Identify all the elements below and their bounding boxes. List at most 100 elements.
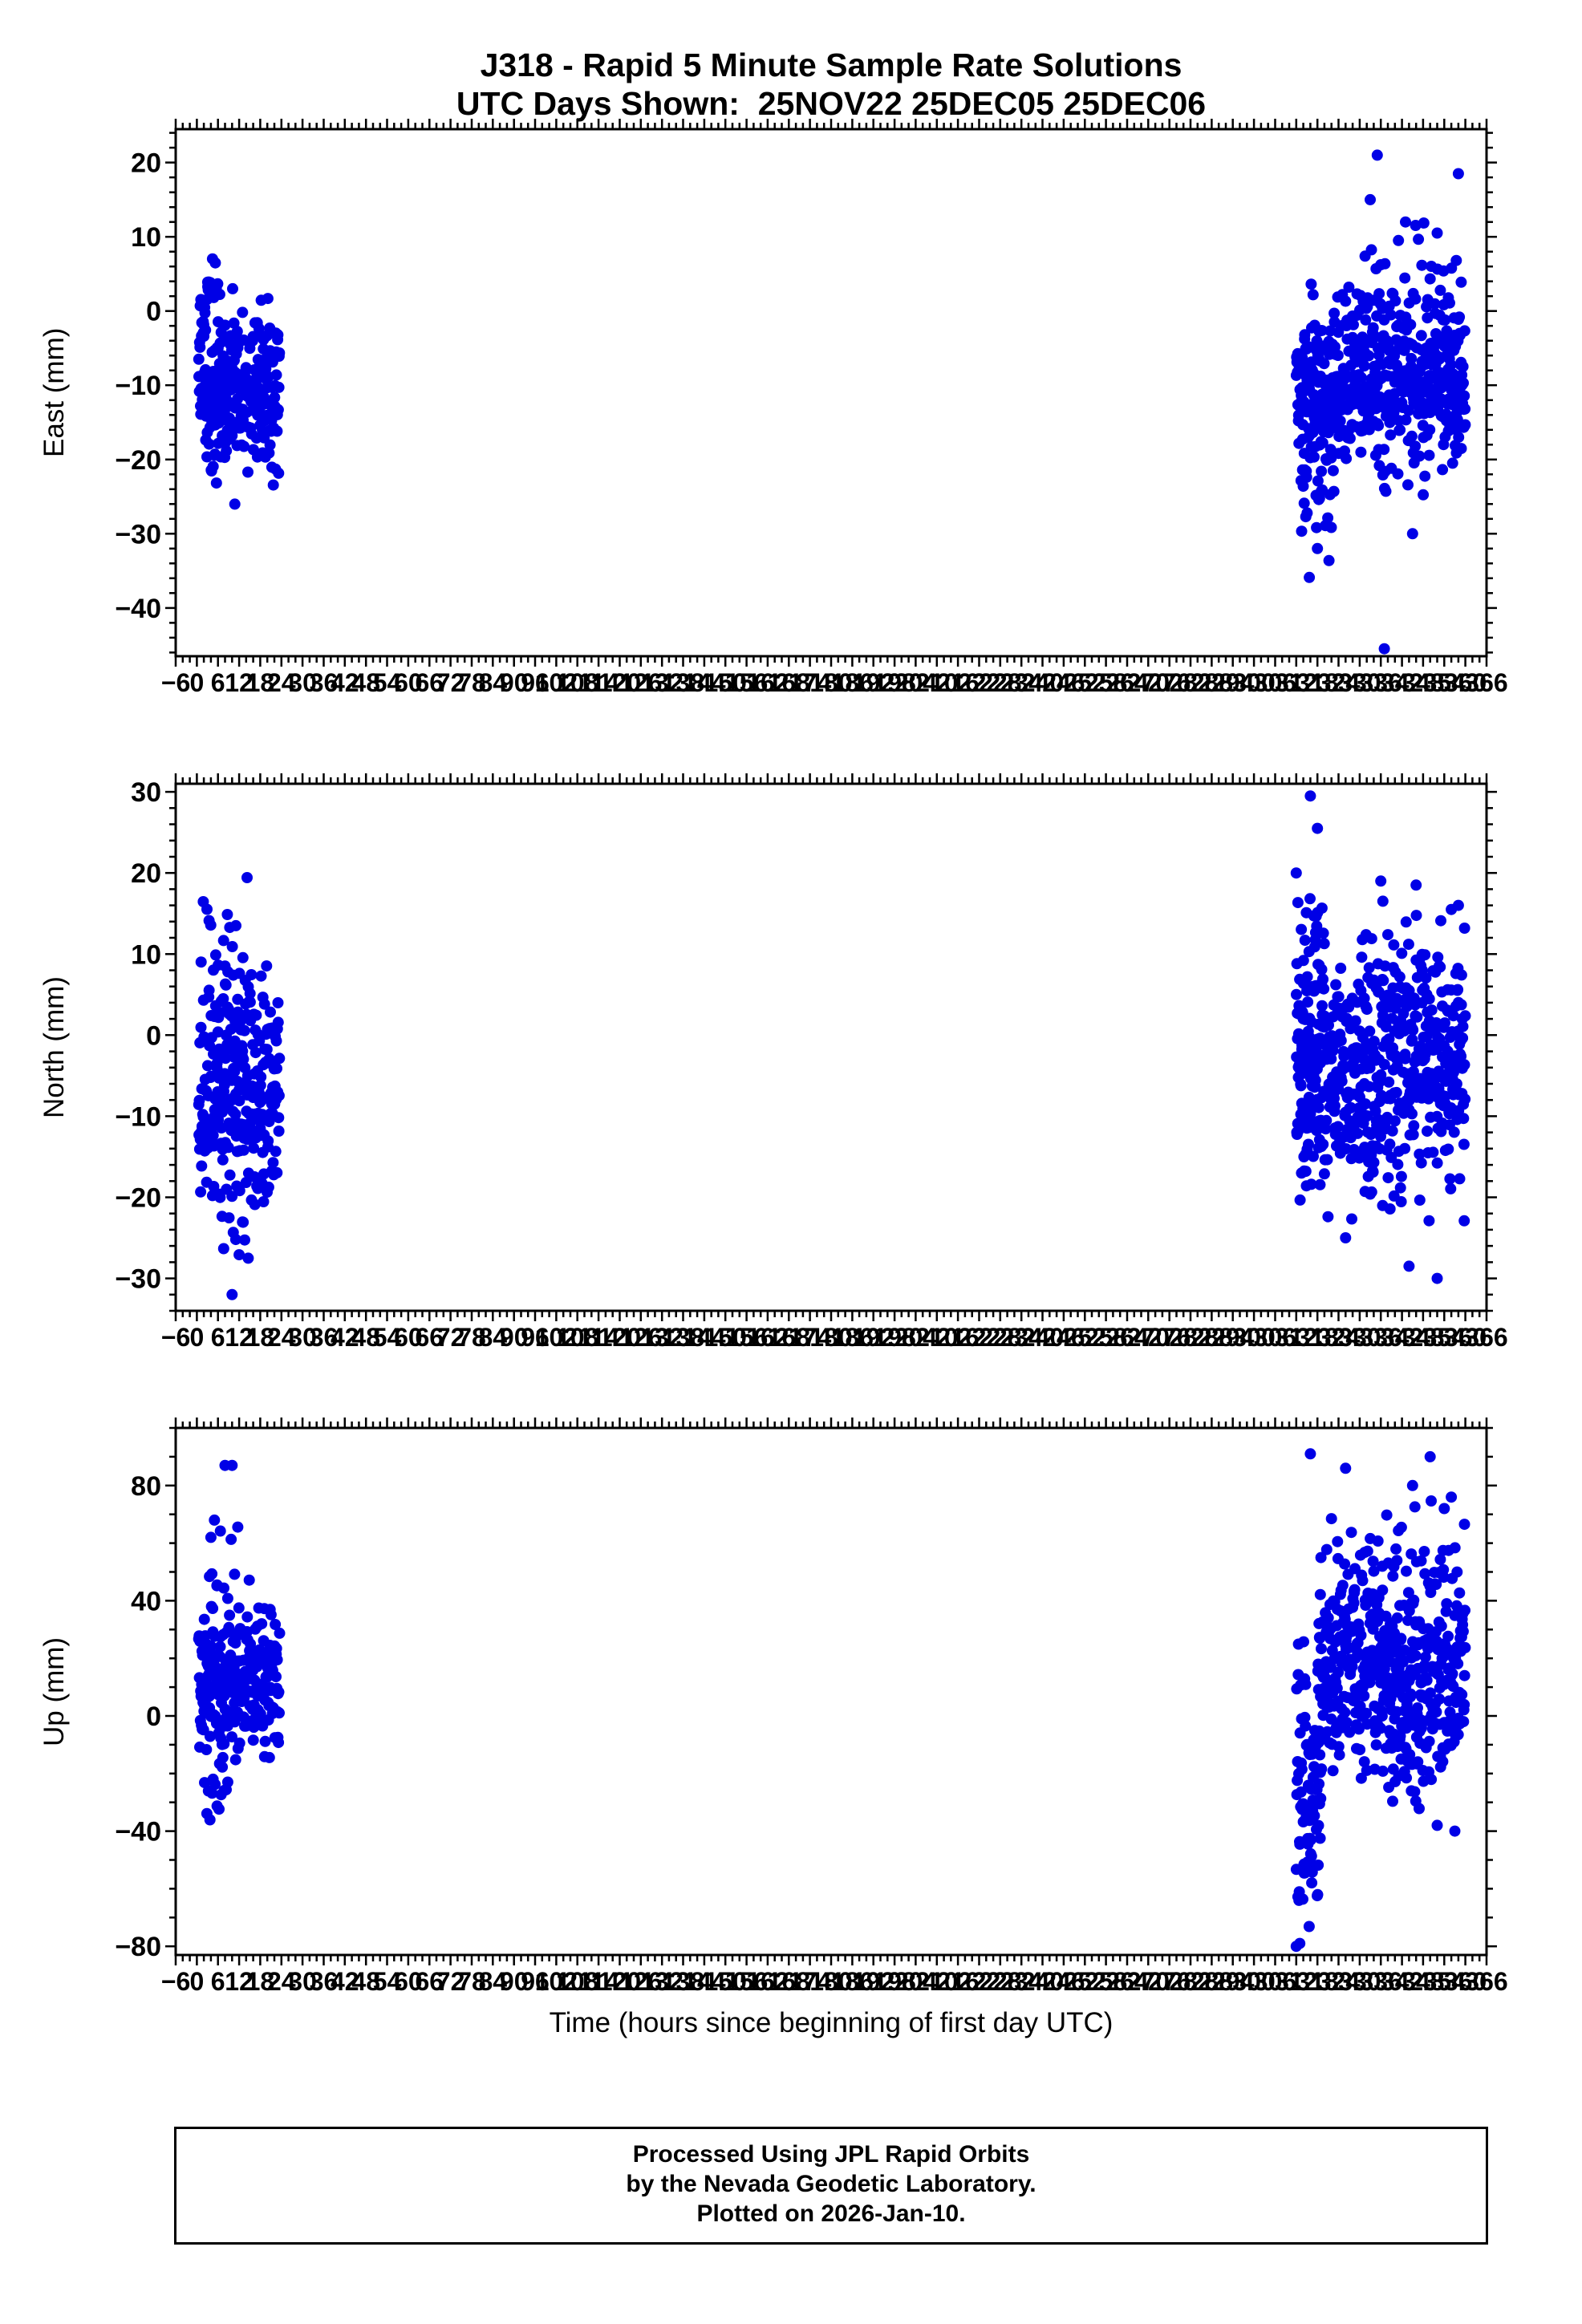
data-point (1377, 1765, 1389, 1777)
data-point (1297, 1893, 1308, 1905)
x-tick-label: 150 (704, 668, 747, 697)
data-point (1298, 497, 1310, 509)
data-point (1429, 298, 1441, 310)
data-point (1333, 1666, 1345, 1678)
data-point (1363, 962, 1375, 974)
x-tick-label: 306 (1254, 668, 1296, 697)
data-point (1346, 1661, 1358, 1673)
x-tick-label: 84 (479, 1323, 508, 1352)
data-point (196, 1160, 208, 1172)
data-point (274, 347, 286, 359)
data-point (1408, 1594, 1420, 1606)
data-point (262, 1135, 274, 1147)
data-point (1332, 1535, 1344, 1547)
x-tick-label: 336 (1360, 1967, 1402, 1996)
x-tick-label: 294 (1211, 1967, 1255, 1996)
x-tick-label: 54 (373, 668, 402, 697)
data-point (273, 381, 285, 393)
data-point (249, 1199, 261, 1211)
data-point (217, 1243, 229, 1255)
data-point (1297, 955, 1309, 967)
data-point (1294, 400, 1306, 412)
x-tick-label: 114 (578, 1967, 619, 1996)
x-tick-label: 90 (500, 668, 529, 697)
data-point (241, 1611, 254, 1623)
data-point (1308, 1150, 1319, 1162)
data-point (1424, 1687, 1436, 1699)
data-point (1333, 1749, 1345, 1761)
x-tick-label: 174 (789, 668, 832, 697)
data-point (1297, 481, 1309, 493)
x-tick-label: 252 (1064, 1967, 1106, 1996)
data-point (271, 1654, 283, 1665)
data-point (1456, 1689, 1468, 1701)
data-point (1301, 507, 1313, 519)
x-tick-label: 0 (190, 668, 205, 697)
x-tick-label: 276 (1148, 668, 1191, 697)
data-point-outlier (1446, 1491, 1458, 1503)
data-point (1381, 1509, 1393, 1521)
data-point (267, 1157, 279, 1169)
data-point (1451, 1566, 1463, 1578)
data-point (1396, 947, 1408, 959)
x-tick-label: 366 (1465, 1323, 1507, 1352)
data-point (1380, 485, 1392, 497)
data-point (1391, 1612, 1403, 1624)
data-point (220, 1052, 232, 1065)
x-tick-label: 6 (211, 1323, 225, 1352)
x-tick-label: 282 (1169, 1967, 1211, 1996)
data-point (1340, 1143, 1352, 1154)
data-point (1341, 1717, 1353, 1729)
data-point-outlier (1410, 879, 1422, 891)
data-point (226, 941, 238, 952)
data-point (201, 1744, 213, 1755)
x-tick-label: 210 (915, 668, 958, 697)
data-point-outlier (1312, 822, 1324, 834)
data-point (218, 1738, 230, 1750)
data-point (1458, 1669, 1470, 1681)
data-point (1316, 437, 1328, 448)
data-point (1315, 1057, 1326, 1069)
x-tick-label: 354 (1423, 1323, 1466, 1352)
data-point (1415, 1157, 1427, 1169)
data-point (1314, 1749, 1326, 1761)
data-point (1302, 996, 1314, 1008)
data-point (1388, 939, 1400, 951)
x-tick-label: 156 (725, 668, 768, 697)
x-tick-label: 54 (373, 1967, 402, 1996)
data-point (271, 425, 283, 437)
data-point (1452, 963, 1464, 975)
x-tick-label: 162 (746, 668, 789, 697)
data-point-outlier (1424, 1450, 1436, 1462)
x-tick-label: 210 (915, 1323, 958, 1352)
data-point-outlier (1406, 1479, 1418, 1491)
data-point (1410, 1649, 1422, 1661)
data-point (1358, 1690, 1370, 1701)
x-tick-label: 144 (683, 1967, 726, 1996)
data-point (1418, 217, 1430, 229)
data-point (1452, 335, 1464, 347)
data-point (205, 919, 217, 931)
data-point (1402, 939, 1414, 951)
y-ticks (165, 790, 1497, 1312)
x-tick-label: 222 (958, 1967, 1000, 1996)
x-tick-label: 300 (1232, 1323, 1275, 1352)
x-tick-label: 18 (246, 1967, 275, 1996)
data-point (272, 404, 284, 416)
data-point (1442, 1630, 1454, 1642)
y-tick-label: 0 (146, 297, 161, 327)
data-point (211, 1057, 223, 1069)
data-point (195, 956, 207, 968)
data-point (262, 293, 274, 305)
x-tick-label: 360 (1444, 1967, 1487, 1996)
data-point (1339, 1558, 1351, 1570)
data-point-outlier (1400, 216, 1411, 228)
data-point (1306, 1877, 1318, 1889)
data-point (1457, 1032, 1469, 1044)
data-point (1422, 1006, 1434, 1018)
data-point (1316, 1009, 1328, 1021)
data-point (217, 1154, 229, 1166)
data-point (1299, 329, 1311, 341)
data-point (237, 306, 249, 318)
